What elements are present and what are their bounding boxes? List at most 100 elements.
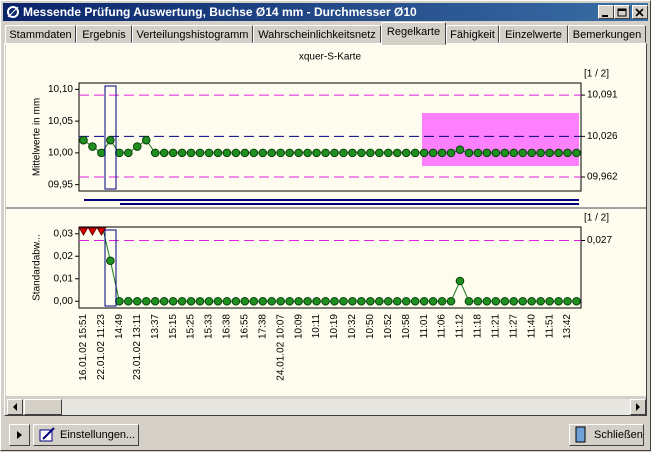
data-point bbox=[231, 148, 241, 158]
data-point bbox=[509, 148, 519, 158]
scroll-right[interactable] bbox=[630, 399, 646, 415]
tab[interactable]: Wahrscheinlichkeitsnetz bbox=[253, 25, 381, 43]
x-tick-label: 11:21 bbox=[490, 314, 501, 339]
data-point bbox=[132, 142, 142, 151]
data-point bbox=[141, 135, 151, 145]
data-point bbox=[294, 148, 303, 158]
data-point bbox=[554, 296, 563, 306]
y-tick-label: 0,02 bbox=[54, 251, 74, 262]
settings-button[interactable]: Einstellungen... bbox=[33, 424, 139, 446]
data-point bbox=[357, 148, 366, 158]
data-point bbox=[88, 142, 97, 151]
tab[interactable]: Ergebnis bbox=[76, 25, 132, 43]
data-point bbox=[285, 296, 294, 306]
data-point bbox=[348, 148, 357, 158]
x-tick-label: 11:06 bbox=[437, 314, 448, 339]
control-limit-label: 10,026 bbox=[587, 131, 618, 142]
data-point bbox=[366, 296, 375, 306]
data-point bbox=[572, 148, 581, 158]
data-point bbox=[168, 148, 178, 158]
tab[interactable]: Regelkarte bbox=[381, 22, 446, 45]
x-tick-label: 10:19 bbox=[329, 314, 340, 339]
data-point bbox=[419, 296, 429, 306]
chart-area: xquer-S-Karte Mittelwerte in mm [1 / 2] 09,… bbox=[6, 44, 646, 396]
x-tick-label: 11:51 bbox=[544, 314, 555, 339]
chart-title: xquer-S-Karte bbox=[299, 52, 362, 63]
data-point bbox=[509, 296, 519, 306]
x-tick-label: 15:15 bbox=[168, 314, 179, 339]
data-point bbox=[491, 148, 501, 158]
control-limit-label: 0,027 bbox=[587, 235, 612, 246]
page-label: [1 / 2] bbox=[584, 69, 609, 80]
data-point bbox=[491, 296, 501, 306]
data-point bbox=[383, 296, 393, 306]
data-point bbox=[392, 148, 402, 158]
data-point bbox=[482, 148, 492, 158]
data-point bbox=[464, 148, 474, 158]
x-tick-label: 11:27 bbox=[508, 314, 519, 339]
x-tick-label: 23.01.02 13:11 bbox=[132, 314, 143, 380]
scroll-left[interactable] bbox=[7, 399, 23, 415]
data-point bbox=[159, 148, 169, 158]
data-point bbox=[527, 296, 536, 306]
minimize-button[interactable] bbox=[598, 5, 614, 19]
data-point bbox=[276, 148, 285, 158]
tab[interactable]: Einzelwerte bbox=[499, 25, 568, 43]
y-tick-label: 10,00 bbox=[48, 148, 73, 159]
expand-button[interactable] bbox=[9, 424, 30, 446]
data-point bbox=[428, 296, 438, 306]
data-point bbox=[348, 296, 357, 306]
tab-panel bbox=[4, 43, 647, 416]
close-window-button[interactable] bbox=[632, 5, 648, 19]
out-of-range-marker bbox=[78, 227, 89, 237]
data-point bbox=[473, 148, 483, 158]
data-point bbox=[204, 148, 214, 158]
settings-label: Einstellungen... bbox=[60, 429, 136, 441]
data-point bbox=[267, 296, 277, 306]
x-tick-label: 22.01.02 11:23 bbox=[96, 314, 107, 380]
maximize-button[interactable] bbox=[614, 5, 630, 19]
tab[interactable]: Fähigkeit bbox=[446, 25, 499, 43]
close-button[interactable]: Schließen bbox=[569, 424, 644, 446]
data-point bbox=[482, 296, 492, 306]
data-point bbox=[518, 148, 528, 158]
plot-frame bbox=[78, 226, 582, 309]
data-point bbox=[97, 148, 106, 158]
data-point bbox=[500, 148, 510, 158]
tab[interactable]: Verteilungshistogramm bbox=[132, 25, 253, 43]
scroll-thumb[interactable] bbox=[24, 399, 62, 415]
data-point bbox=[168, 296, 178, 306]
selection-box bbox=[104, 229, 117, 307]
y-axis-label: Standardabw... bbox=[32, 234, 43, 301]
close-label: Schließen bbox=[594, 429, 643, 441]
data-point bbox=[410, 148, 420, 158]
data-point bbox=[222, 148, 232, 158]
data-point bbox=[115, 148, 124, 158]
control-limit-label: 10,091 bbox=[587, 90, 618, 101]
data-point bbox=[545, 296, 554, 306]
data-point bbox=[222, 296, 232, 306]
y-axis-label: Mittelwerte in mm bbox=[32, 98, 43, 176]
tab[interactable]: Bemerkungen bbox=[568, 25, 646, 43]
data-point bbox=[330, 296, 339, 306]
x-tick-label: 11:12 bbox=[455, 314, 466, 339]
x-tick-label: 16.01.02 15:51 bbox=[78, 314, 89, 381]
data-point bbox=[141, 296, 151, 306]
tab[interactable]: Stammdaten bbox=[5, 25, 76, 43]
data-point bbox=[312, 148, 321, 158]
data-point bbox=[410, 296, 420, 306]
plot-frame bbox=[78, 82, 582, 192]
x-tick-label: 15:33 bbox=[204, 314, 215, 339]
x-tick-label: 16:55 bbox=[239, 314, 250, 339]
data-point bbox=[392, 296, 402, 306]
data-point bbox=[258, 296, 268, 306]
page-label: [1 / 2] bbox=[584, 213, 609, 224]
x-tick-label: 10:52 bbox=[383, 314, 394, 339]
selection-box bbox=[104, 85, 117, 190]
data-point bbox=[446, 148, 456, 158]
y-tick-label: 0,00 bbox=[54, 296, 74, 307]
data-point bbox=[446, 296, 456, 306]
horizontal-scrollbar[interactable] bbox=[7, 399, 646, 415]
data-point bbox=[312, 296, 321, 306]
